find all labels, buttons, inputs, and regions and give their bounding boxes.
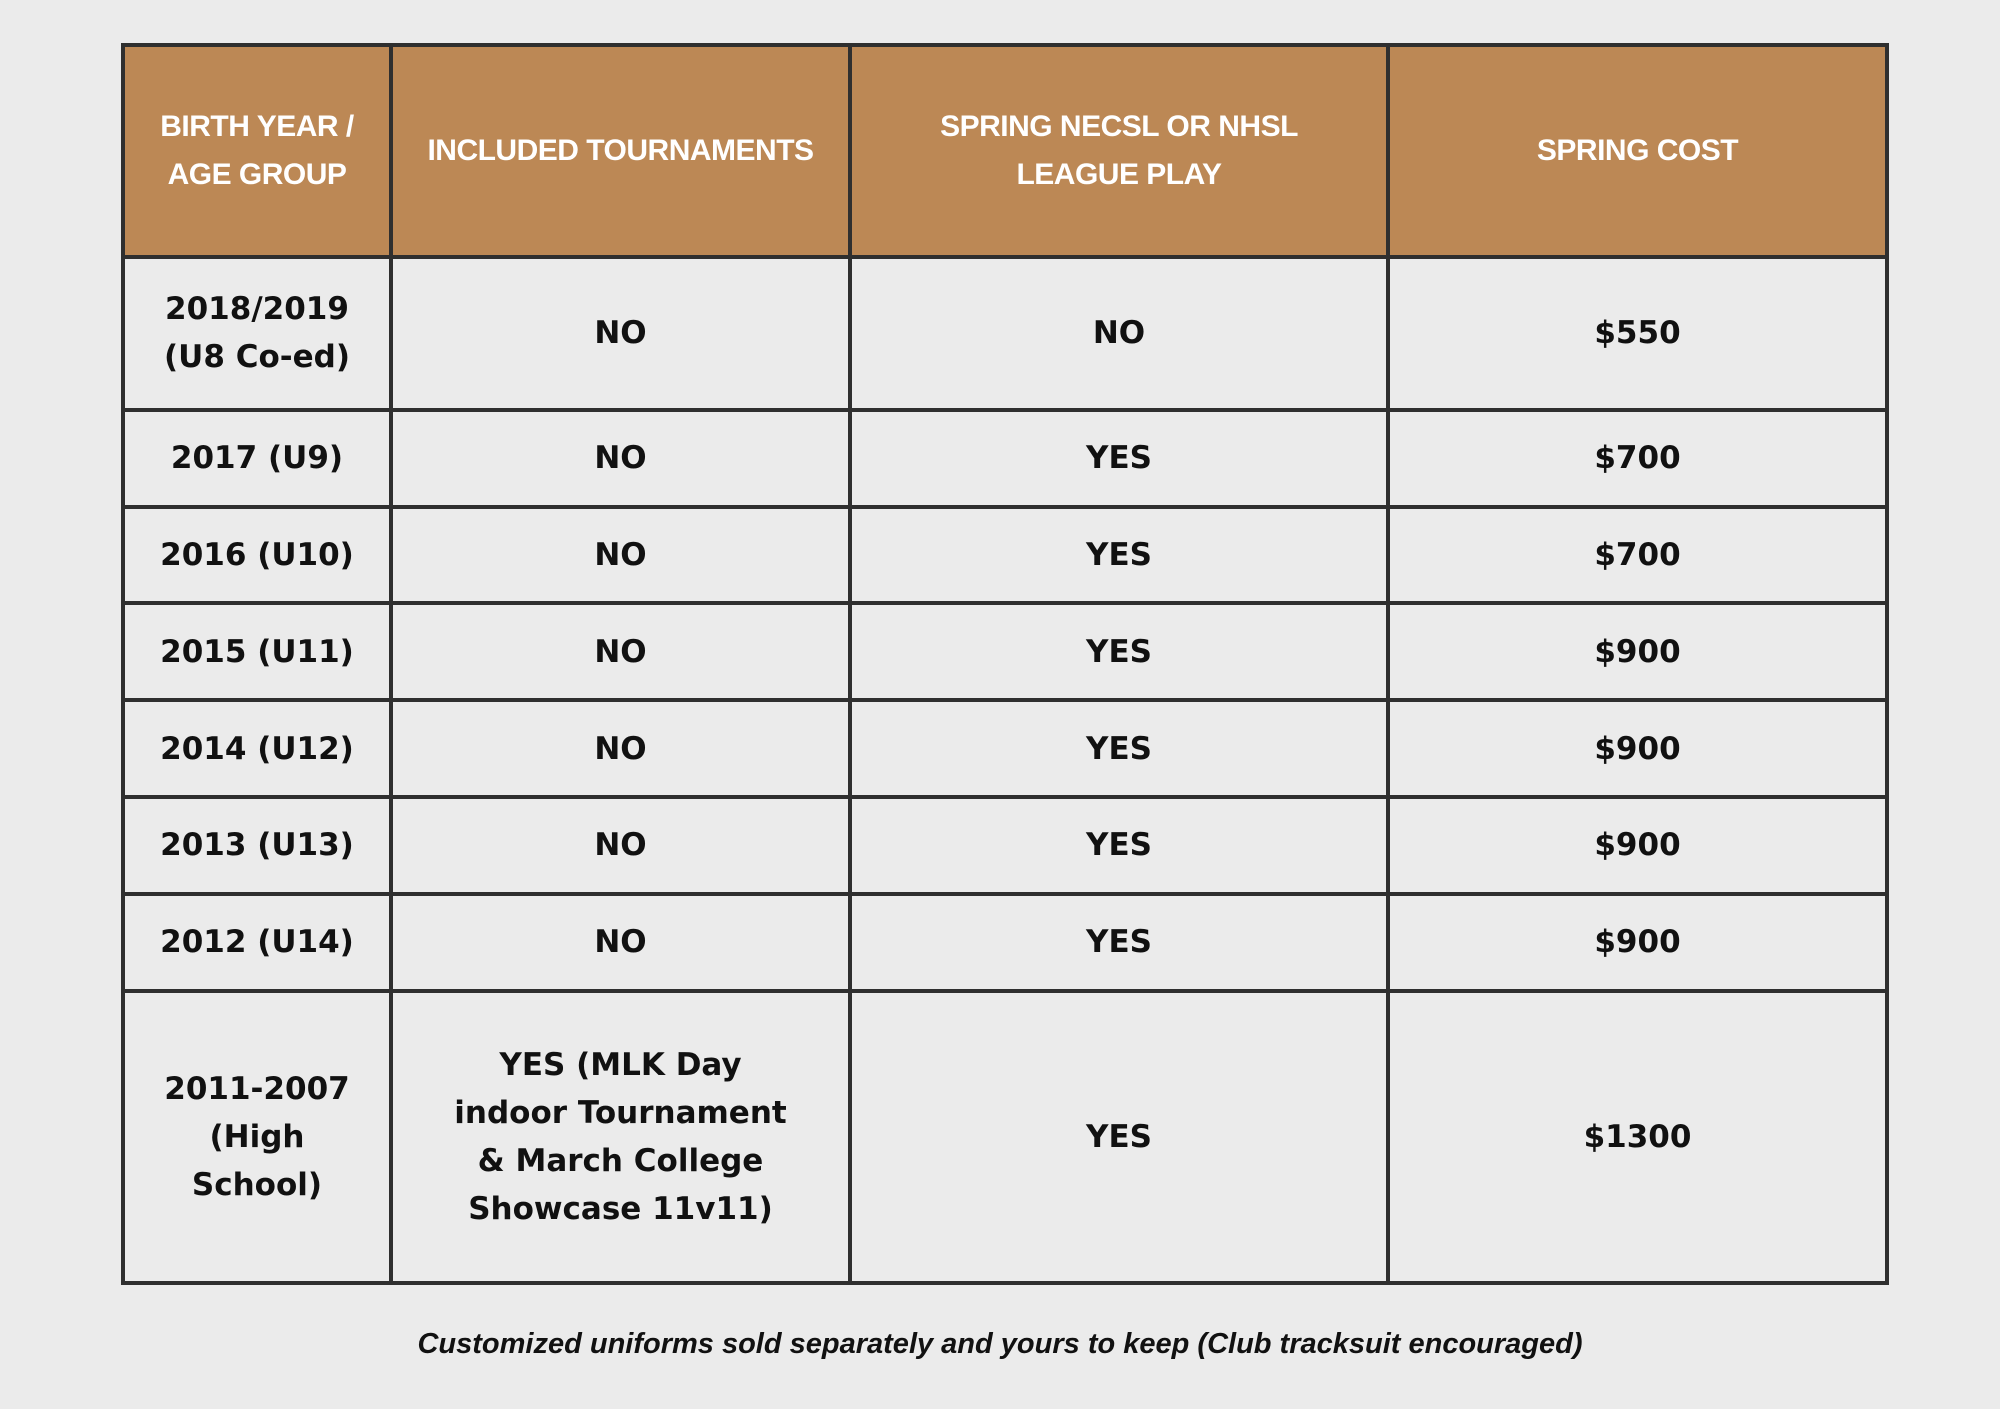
cell-league-play: YES	[848, 698, 1390, 799]
cell-cost: $900	[1386, 891, 1889, 993]
cell-cost: $900	[1386, 601, 1889, 703]
cell-cost: $900	[1386, 794, 1889, 896]
table-row: 2015 (U11) NO YES $900	[121, 601, 1889, 703]
table-row: 2012 (U14) NO YES $900	[121, 891, 1889, 993]
header-birth-year: BIRTH YEAR / AGE GROUP	[121, 43, 393, 259]
cell-league-play: YES	[848, 794, 1390, 896]
header-cost: SPRING COST	[1386, 43, 1889, 259]
cell-cost: $550	[1386, 255, 1889, 412]
cell-tournaments: NO	[389, 255, 852, 412]
cell-cost: $700	[1386, 504, 1889, 606]
cell-age-group: 2013 (U13)	[121, 794, 393, 896]
cell-tournaments: NO	[389, 891, 852, 993]
cell-league-play: YES	[848, 891, 1390, 993]
cell-age-group: 2018/2019 (U8 Co-ed)	[121, 255, 393, 412]
cell-age-group: 2012 (U14)	[121, 891, 393, 993]
table-row: 2011-2007 (High School) YES (MLK Day indo…	[121, 988, 1889, 1286]
cell-tournaments: NO	[389, 698, 852, 799]
cell-tournaments: NO	[389, 794, 852, 896]
header-league-play: SPRING NECSL OR NHSL LEAGUE PLAY	[848, 43, 1390, 259]
cell-cost: $1300	[1386, 988, 1889, 1286]
cell-age-group: 2016 (U10)	[121, 504, 393, 606]
table-row: 2016 (U10) NO YES $700	[121, 504, 1889, 606]
cell-league-play: YES	[848, 504, 1390, 606]
cell-league-play: NO	[848, 255, 1390, 412]
cell-league-play: YES	[848, 988, 1390, 1286]
cell-league-play: YES	[848, 601, 1390, 703]
cell-tournaments: NO	[389, 504, 852, 606]
pricing-table: BIRTH YEAR / AGE GROUP INCLUDED TOURNAME…	[121, 43, 1889, 1286]
cell-league-play: YES	[848, 407, 1390, 509]
cell-cost: $900	[1386, 698, 1889, 799]
cell-age-group: 2011-2007 (High School)	[121, 988, 393, 1286]
cell-age-group: 2017 (U9)	[121, 407, 393, 509]
cell-tournaments: NO	[389, 601, 852, 703]
cell-cost: $700	[1386, 407, 1889, 509]
cell-age-group: 2015 (U11)	[121, 601, 393, 703]
table-row: 2013 (U13) NO YES $900	[121, 794, 1889, 896]
header-tournaments: INCLUDED TOURNAMENTS	[389, 43, 852, 259]
footer-note: Customized uniforms sold separately and …	[417, 1328, 1583, 1360]
cell-tournaments: YES (MLK Day indoor Tournament & March C…	[389, 988, 852, 1286]
table-row: 2018/2019 (U8 Co-ed) NO NO $550	[121, 255, 1889, 412]
cell-tournaments: NO	[389, 407, 852, 509]
cell-age-group: 2014 (U12)	[121, 698, 393, 799]
table-row: 2014 (U12) NO YES $900	[121, 698, 1889, 799]
table-row: 2017 (U9) NO YES $700	[121, 407, 1889, 509]
header-row: BIRTH YEAR / AGE GROUP INCLUDED TOURNAME…	[121, 43, 1889, 259]
